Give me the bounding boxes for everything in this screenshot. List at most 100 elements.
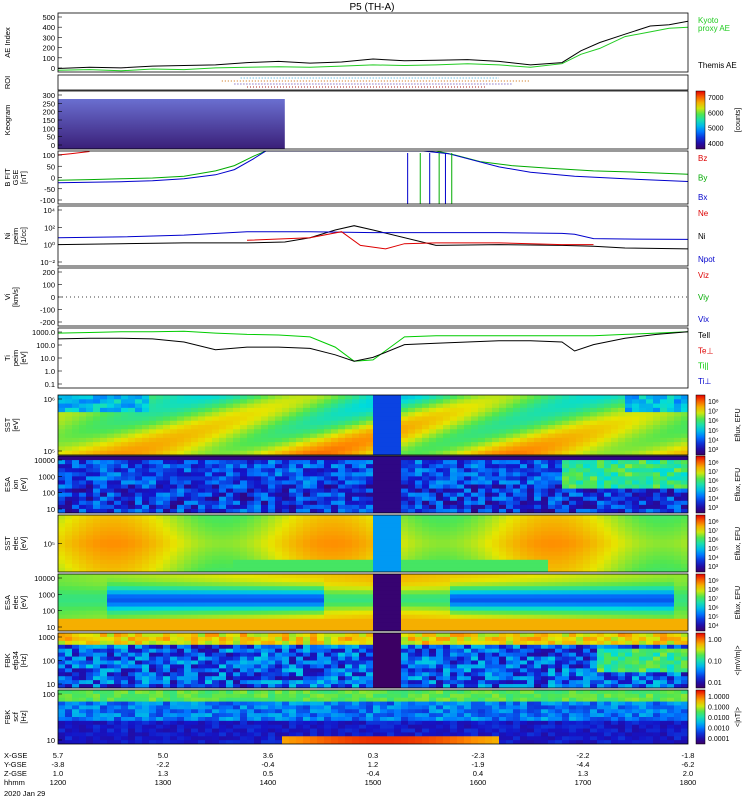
spectrogram-cell — [177, 403, 185, 409]
spectrogram-cell — [513, 472, 521, 477]
spectrogram-cell — [212, 594, 220, 600]
spectrogram-cell — [268, 586, 276, 591]
spectrogram-cell — [352, 508, 360, 513]
spectrogram-cell — [464, 582, 472, 587]
spectrogram-cell — [394, 446, 402, 452]
spectrogram-cell — [79, 395, 87, 400]
spectrogram-cell — [184, 492, 192, 498]
spectrogram-cell — [450, 399, 458, 405]
spectrogram-cell — [555, 539, 563, 545]
spectrogram-cell — [646, 492, 654, 498]
spectrogram-cell — [114, 500, 122, 506]
spectrogram-cell — [499, 407, 507, 413]
spectrogram-cell — [366, 403, 374, 409]
spectrogram-cell — [569, 488, 577, 494]
spectrogram-cell — [303, 547, 311, 553]
spectrogram-cell — [513, 450, 521, 455]
spectrogram-cell — [429, 464, 437, 469]
spectrogram-cell — [121, 590, 129, 595]
spectrogram-cell — [219, 437, 227, 443]
spectrogram-cell — [107, 539, 115, 545]
spectrogram-cell — [86, 586, 94, 591]
spectrogram-cell — [128, 508, 136, 513]
spectrogram-cell — [380, 403, 388, 409]
spectrogram-cell — [422, 456, 430, 461]
spectrogram-cell — [205, 535, 213, 541]
spectrogram-cell — [142, 407, 150, 413]
spectrogram-cell — [422, 476, 430, 482]
spectrogram-cell — [261, 610, 269, 616]
spectrogram-cell — [212, 555, 220, 561]
spectrogram-cell — [478, 492, 486, 498]
spectrogram-cell — [373, 618, 381, 624]
spectrogram-cell — [373, 399, 381, 405]
spectrogram-cell — [387, 606, 395, 612]
spectrogram-cell — [303, 574, 311, 579]
spectrogram-cell — [366, 574, 374, 579]
spectrogram-cell — [275, 395, 283, 400]
spectrogram-cell — [380, 496, 388, 502]
spectrogram-cell — [527, 614, 535, 620]
spectrogram-cell — [604, 468, 612, 473]
spectrogram-cell — [86, 496, 94, 502]
spectrogram-cell — [408, 574, 416, 579]
spectrogram-cell — [163, 523, 171, 528]
spectrogram-cell — [296, 472, 304, 477]
spectrogram-cell — [450, 519, 458, 524]
spectrogram-cell — [65, 446, 73, 452]
spectrogram-cell — [401, 582, 409, 587]
spectrogram-cell — [660, 437, 668, 443]
spectrogram-cell — [58, 543, 66, 549]
spectrogram-cell — [583, 437, 591, 443]
spectrogram-cell — [184, 535, 192, 541]
spectrogram-cell — [408, 622, 416, 628]
spectrogram-cell — [296, 504, 304, 510]
spectrogram-cell — [492, 555, 500, 561]
spectrogram-cell — [93, 480, 101, 486]
spectrogram-cell — [457, 446, 465, 452]
spectrogram-cell — [464, 515, 472, 520]
spectrogram-cell — [149, 602, 157, 608]
spectrogram-cell — [401, 574, 409, 579]
spectrogram-cell — [429, 567, 437, 572]
spectrogram-cell — [555, 614, 563, 620]
spectrogram-cell — [569, 476, 577, 482]
spectrogram-cell — [170, 488, 178, 494]
spectrogram-cell — [184, 407, 192, 413]
spectrogram-cell — [65, 480, 73, 486]
spectrogram-cell — [527, 582, 535, 587]
spectrogram-cell — [408, 531, 416, 536]
spectrogram-cell — [520, 535, 528, 541]
spectrogram-cell — [429, 574, 437, 579]
spectrogram-cell — [457, 614, 465, 620]
spectrogram-cell — [100, 496, 108, 502]
spectrogram-cell — [72, 476, 80, 482]
spectrogram-cell — [303, 472, 311, 477]
spectrogram-cell — [331, 403, 339, 409]
spectrogram-cell — [394, 578, 402, 583]
spectrogram-cell — [380, 523, 388, 528]
spectrogram-cell — [415, 543, 423, 549]
spectrogram-cell — [471, 547, 479, 553]
spectrogram-cell — [212, 500, 220, 506]
spectrogram-cell — [135, 618, 143, 624]
spectrogram-cell — [114, 567, 122, 572]
spectrogram-cell — [555, 531, 563, 536]
legend-entry: Vix — [698, 315, 709, 324]
spectrogram-cell — [240, 602, 248, 608]
spectrogram-cell — [590, 476, 598, 482]
spectrogram-cell — [114, 614, 122, 620]
spectrogram-cell — [86, 416, 94, 422]
spectrogram-cell — [128, 539, 136, 545]
spectrogram-cell — [268, 574, 276, 579]
spectrogram-cell — [394, 582, 402, 587]
spectrogram-cell — [464, 446, 472, 452]
spectrogram-cell — [548, 567, 556, 572]
spectrogram-cell — [513, 484, 521, 490]
spectrogram-cell — [310, 403, 318, 409]
spectrogram-cell — [156, 622, 164, 628]
spectrogram-cell — [639, 464, 647, 469]
spectrogram-cell — [464, 480, 472, 486]
spectrogram-cell — [114, 606, 122, 612]
spectrogram-cell — [65, 614, 73, 620]
